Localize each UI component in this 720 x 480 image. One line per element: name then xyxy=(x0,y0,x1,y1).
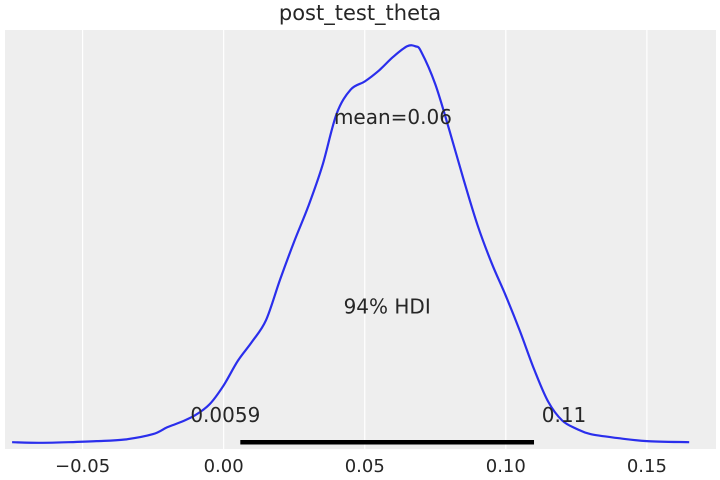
grid-lines xyxy=(81,30,648,449)
x-tick-label: −0.05 xyxy=(55,456,110,477)
hdi-high-label: 0.11 xyxy=(542,403,587,427)
x-tick-labels: −0.05 0.00 0.05 0.10 0.15 xyxy=(55,456,667,477)
hdi-annotation: 94% HDI xyxy=(344,295,431,319)
plot-area xyxy=(5,30,716,449)
mean-annotation: mean=0.06 xyxy=(334,105,452,129)
x-tick-label: 0.00 xyxy=(204,456,244,477)
x-tick-label: 0.05 xyxy=(345,456,385,477)
density-line xyxy=(12,44,690,444)
x-tick-label: 0.15 xyxy=(627,456,667,477)
hdi-low-label: 0.0059 xyxy=(190,403,260,427)
chart-title: post_test_theta xyxy=(279,1,441,26)
x-tick-label: 0.10 xyxy=(486,456,526,477)
